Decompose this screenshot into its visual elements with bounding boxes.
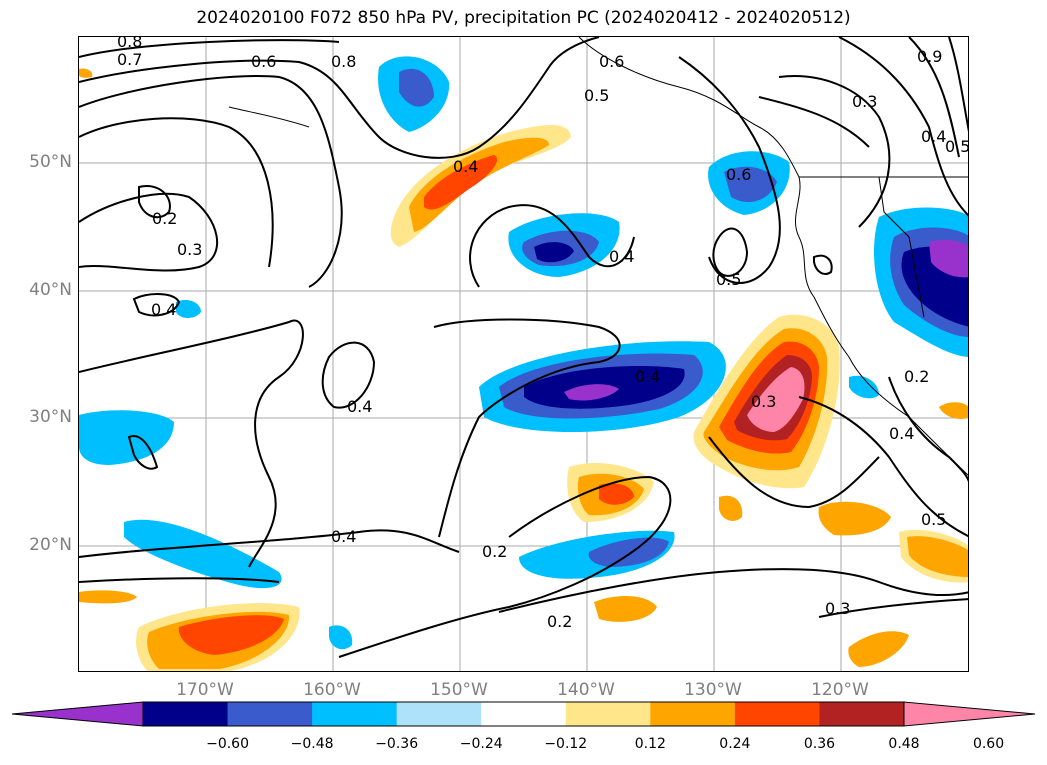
map-plot: 0.8 0.7 0.6 0.8 0.6 0.5 0.3 0.9 0.4 0.5 …: [79, 37, 969, 671]
contour-label: 0.4: [453, 157, 478, 176]
contour-label: 0.9: [917, 47, 942, 66]
contour-labels: 0.8 0.7 0.6 0.8 0.6 0.5 0.3 0.9 0.4 0.5 …: [117, 37, 969, 631]
map-frame: 0.8 0.7 0.6 0.8 0.6 0.5 0.3 0.9 0.4 0.5 …: [78, 36, 969, 672]
contour-label: 0.4: [151, 300, 176, 319]
contour-label: 0.4: [889, 424, 914, 443]
colorbar-min-arrow: [11, 701, 144, 727]
lat-label-20n: 20°N: [29, 535, 72, 555]
lat-label-40n: 40°N: [29, 280, 72, 300]
contour-label: 0.8: [331, 52, 356, 71]
pv-contours: [79, 37, 968, 658]
contour-label: 0.7: [117, 50, 142, 69]
colorbar-tick-label: −0.48: [290, 736, 334, 752]
lon-label-170w: 170°W: [176, 680, 234, 700]
colorbar-tick-label: 0.24: [719, 736, 751, 752]
colorbar-outline: [142, 701, 905, 727]
contour-label: 0.5: [921, 510, 946, 529]
contour-label: 0.8: [117, 37, 142, 51]
contour-label: 0.6: [251, 52, 276, 71]
colorbar-cell: [481, 702, 567, 726]
positive-precip-shading: [79, 68, 968, 671]
colorbar-tick-label: −0.60: [206, 736, 249, 752]
colorbar-cell: [565, 702, 651, 726]
colorbar-tick-label: −0.24: [459, 736, 503, 752]
contour-label: 0.2: [547, 612, 572, 631]
contour-label: 0.3: [852, 92, 877, 111]
contour-label: 0.5: [716, 270, 741, 289]
colorbar-cell: [143, 702, 229, 726]
contour-label: 0.2: [152, 209, 177, 228]
colorbar: [11, 701, 1036, 727]
lon-label-140w: 140°W: [557, 680, 615, 700]
contour-label: 0.4: [921, 127, 946, 146]
colorbar-cell: [227, 702, 313, 726]
contour-label: 0.4: [609, 247, 634, 266]
contour-label: 0.4: [331, 527, 356, 546]
contour-label: 0.3: [825, 599, 850, 618]
contour-label: 0.5: [584, 86, 609, 105]
map-title: 2024020100 F072 850 hPa PV, precipitatio…: [196, 8, 851, 28]
colorbar-cell: [734, 702, 820, 726]
lat-label-30n: 30°N: [29, 407, 72, 427]
contour-label: 0.3: [177, 240, 202, 259]
contour-label: 0.2: [482, 542, 507, 561]
lon-label-160w: 160°W: [303, 680, 361, 700]
colorbar-cell: [396, 702, 482, 726]
colorbar-tick-label: 0.60: [972, 736, 1005, 752]
lon-label-120w: 120°W: [811, 680, 869, 700]
contour-label: 0.4: [635, 367, 660, 386]
lat-label-50n: 50°N: [29, 152, 72, 172]
contour-label: 0.6: [726, 165, 751, 184]
contour-label: 0.4: [347, 397, 372, 416]
contour-label: 0.3: [751, 392, 776, 411]
colorbar-tick-label: −0.36: [375, 736, 419, 752]
colorbar-cell: [650, 702, 736, 726]
contour-label: 0.6: [599, 52, 624, 71]
lon-label-150w: 150°W: [430, 680, 488, 700]
contour-label: 0.5: [945, 137, 969, 156]
colorbar-tick-label: 0.48: [888, 736, 920, 752]
colorbar-tick-label: 0.12: [634, 736, 666, 752]
colorbar-tick-label: 0.36: [803, 736, 836, 752]
colorbar-tick-label: −0.12: [544, 736, 588, 752]
contour-label: 0.2: [904, 367, 929, 386]
colorbar-cell: [819, 702, 905, 726]
colorbar-max-arrow: [903, 701, 1036, 727]
negative-precip-shading: [79, 56, 968, 650]
colorbar-cell: [312, 702, 398, 726]
lon-label-130w: 130°W: [684, 680, 742, 700]
